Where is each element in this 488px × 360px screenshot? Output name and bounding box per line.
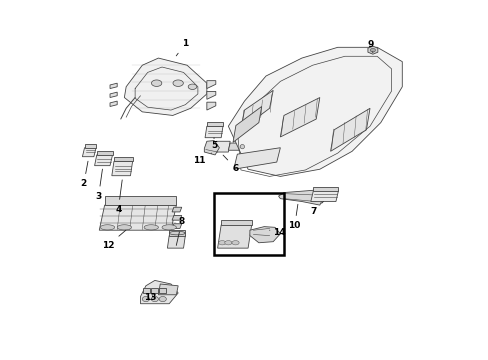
Polygon shape [231,240,239,245]
Polygon shape [140,280,178,304]
Text: 2: 2 [81,161,88,188]
Polygon shape [188,84,196,89]
Polygon shape [84,144,96,148]
Polygon shape [162,225,176,230]
Polygon shape [97,150,112,155]
Polygon shape [172,224,182,228]
Polygon shape [204,140,219,155]
Polygon shape [117,225,131,230]
Text: 8: 8 [176,217,184,246]
Polygon shape [110,83,117,89]
Polygon shape [110,101,117,107]
Text: 5: 5 [210,138,217,150]
Polygon shape [228,47,402,176]
Polygon shape [82,148,96,157]
Polygon shape [369,49,375,52]
Polygon shape [172,216,182,220]
Polygon shape [241,90,273,130]
Polygon shape [310,191,338,202]
Bar [214,193,284,255]
Polygon shape [206,122,223,126]
Polygon shape [100,225,115,230]
Polygon shape [204,126,223,138]
Polygon shape [218,240,225,245]
Text: 14: 14 [269,228,285,237]
Polygon shape [142,297,149,302]
Polygon shape [167,235,185,248]
Polygon shape [112,161,132,176]
Text: 1: 1 [176,39,188,56]
Polygon shape [169,230,185,235]
Polygon shape [114,157,132,161]
Polygon shape [159,288,165,293]
Polygon shape [110,92,117,98]
Polygon shape [172,207,182,212]
Polygon shape [124,58,206,116]
Polygon shape [206,81,215,89]
Text: 10: 10 [288,204,300,230]
Polygon shape [94,155,112,166]
Polygon shape [144,225,158,230]
Polygon shape [206,102,215,110]
Polygon shape [206,91,215,99]
Polygon shape [330,108,369,151]
Polygon shape [278,190,323,205]
Polygon shape [240,144,244,149]
Text: 7: 7 [310,202,323,216]
Polygon shape [280,98,319,137]
Polygon shape [313,187,338,191]
Polygon shape [233,148,280,169]
Polygon shape [104,196,176,205]
Text: 11: 11 [193,153,211,165]
Polygon shape [151,297,158,302]
Text: 4: 4 [115,180,122,214]
Polygon shape [367,46,377,54]
Polygon shape [173,80,183,86]
Polygon shape [214,141,230,152]
Polygon shape [151,288,158,293]
Polygon shape [158,284,178,295]
Polygon shape [233,107,261,142]
Polygon shape [159,297,166,302]
Text: 6: 6 [223,155,238,173]
Text: 12: 12 [102,230,125,250]
Polygon shape [224,240,231,245]
Polygon shape [99,205,176,230]
Polygon shape [249,226,280,243]
Text: 13: 13 [144,293,157,302]
Polygon shape [228,143,242,150]
Polygon shape [217,225,251,248]
Text: 3: 3 [95,169,102,201]
Polygon shape [151,80,162,86]
Text: 9: 9 [367,40,373,53]
Polygon shape [143,288,149,293]
Polygon shape [221,220,251,225]
